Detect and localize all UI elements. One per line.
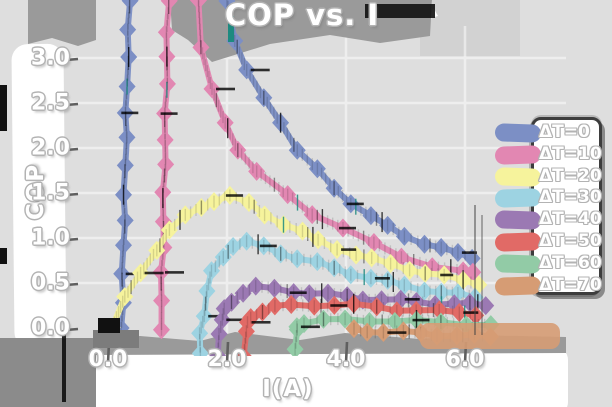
legend-label: ΔT=60 (539, 252, 602, 273)
series-dt-50 (235, 293, 485, 356)
chart-title: COP vs. I (224, 0, 380, 32)
legend-swatch (494, 166, 542, 187)
legend-label: ΔT=10 (539, 143, 602, 164)
legend-label: ΔT=30 (539, 187, 602, 208)
legend-item: ΔT=30 (494, 187, 602, 209)
legend-label: ΔT=40 (539, 209, 602, 230)
series-dt-20 (103, 185, 488, 338)
legend-swatch (494, 232, 542, 252)
legend: ΔT=0 ΔT=10 ΔT=20 ΔT=30 ΔT=40 ΔT=50 ΔT=60… (494, 117, 602, 297)
legend-item: ΔT=20 (494, 165, 602, 188)
x-axis-label: I(A) (262, 376, 314, 402)
legend-swatch (494, 275, 542, 296)
legend-item: ΔT=10 (494, 143, 602, 166)
legend-swatch (494, 123, 542, 143)
glitch-decor (0, 4, 483, 348)
legend-swatch (494, 210, 542, 230)
legend-label: ΔT=20 (539, 165, 602, 186)
legend-item: ΔT=0 (494, 122, 599, 144)
legend-item: ΔT=40 (494, 209, 602, 231)
series-dt-0 (112, 0, 481, 338)
legend-label: ΔT=50 (539, 230, 602, 251)
y-axis-label: COP (23, 163, 49, 221)
legend-swatch (494, 253, 542, 274)
legend-item: ΔT=70 (494, 274, 602, 297)
legend-item: ΔT=60 (494, 252, 602, 275)
data-series (103, 0, 560, 356)
legend-swatch (494, 188, 542, 209)
legend-label: ΔT=70 (539, 274, 602, 295)
legend-swatch (494, 144, 542, 165)
legend-item: ΔT=50 (494, 230, 602, 253)
legend-label: ΔT=0 (539, 122, 590, 142)
